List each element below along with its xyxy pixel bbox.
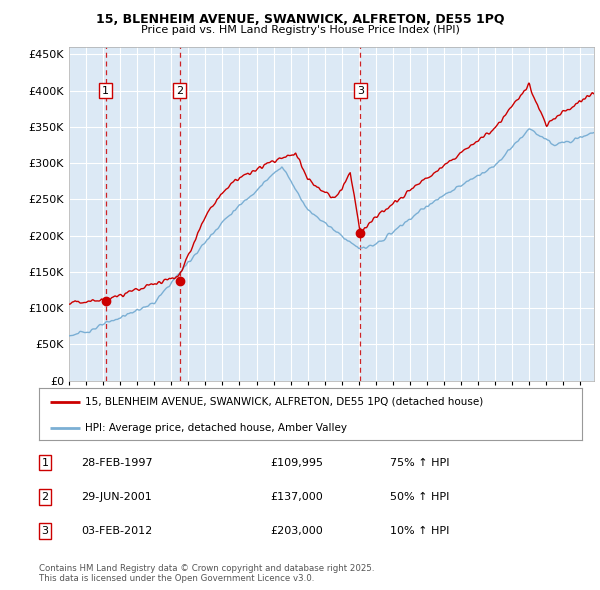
Text: 50% ↑ HPI: 50% ↑ HPI [390, 492, 449, 502]
Text: Price paid vs. HM Land Registry's House Price Index (HPI): Price paid vs. HM Land Registry's House … [140, 25, 460, 35]
Text: £137,000: £137,000 [270, 492, 323, 502]
Text: 28-FEB-1997: 28-FEB-1997 [81, 458, 152, 467]
Text: Contains HM Land Registry data © Crown copyright and database right 2025.
This d: Contains HM Land Registry data © Crown c… [39, 563, 374, 583]
Text: 2: 2 [41, 492, 49, 502]
Text: 3: 3 [357, 86, 364, 96]
Text: 1: 1 [102, 86, 109, 96]
Text: HPI: Average price, detached house, Amber Valley: HPI: Average price, detached house, Ambe… [85, 422, 347, 432]
Text: 15, BLENHEIM AVENUE, SWANWICK, ALFRETON, DE55 1PQ (detached house): 15, BLENHEIM AVENUE, SWANWICK, ALFRETON,… [85, 396, 484, 407]
Text: 03-FEB-2012: 03-FEB-2012 [81, 526, 152, 536]
Text: 1: 1 [41, 458, 49, 467]
Text: £109,995: £109,995 [270, 458, 323, 467]
Text: 3: 3 [41, 526, 49, 536]
Text: 2: 2 [176, 86, 183, 96]
Text: 75% ↑ HPI: 75% ↑ HPI [390, 458, 449, 467]
Text: £203,000: £203,000 [270, 526, 323, 536]
Text: 10% ↑ HPI: 10% ↑ HPI [390, 526, 449, 536]
Text: 15, BLENHEIM AVENUE, SWANWICK, ALFRETON, DE55 1PQ: 15, BLENHEIM AVENUE, SWANWICK, ALFRETON,… [96, 13, 504, 26]
Text: 29-JUN-2001: 29-JUN-2001 [81, 492, 152, 502]
